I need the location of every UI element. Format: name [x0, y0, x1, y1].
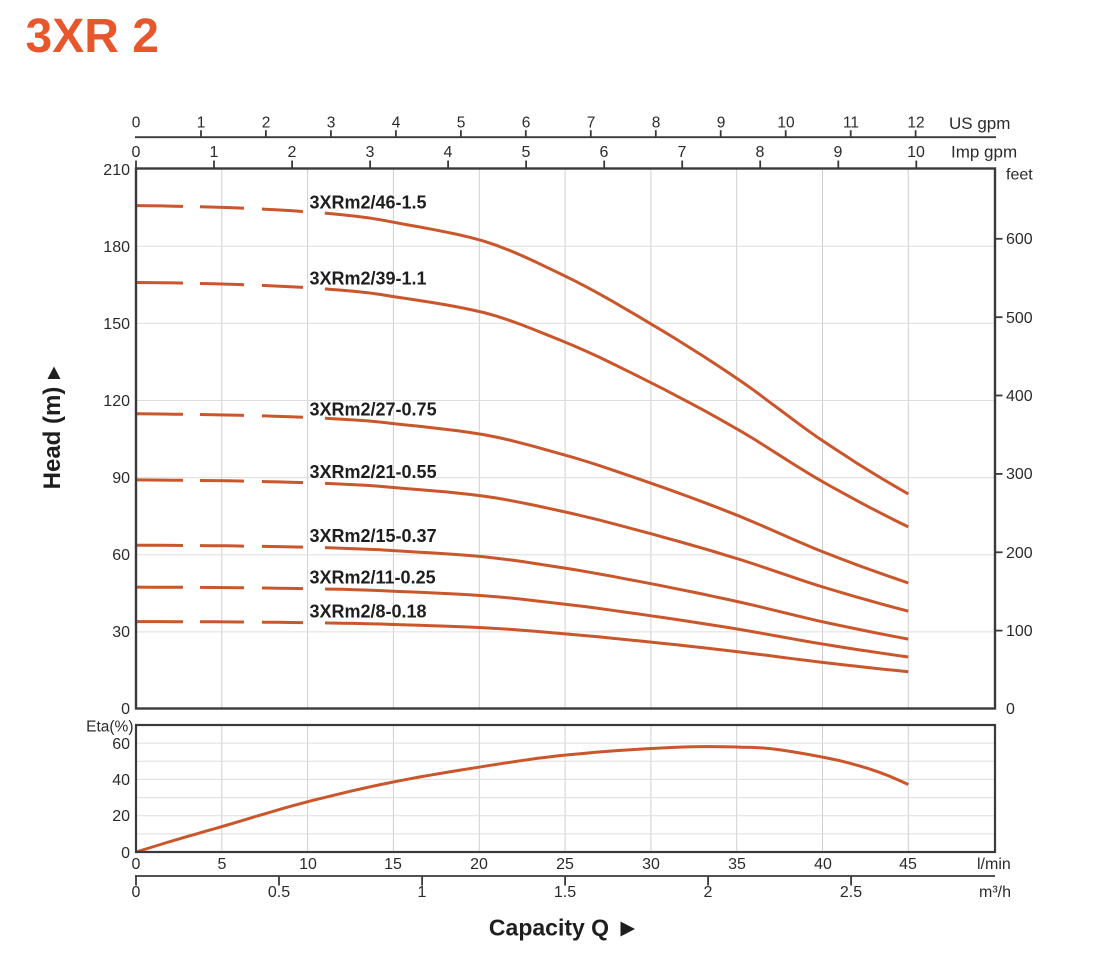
- svg-text:3XRm2/27-0.75: 3XRm2/27-0.75: [310, 400, 437, 420]
- svg-text:10: 10: [777, 115, 795, 132]
- svg-text:45: 45: [899, 856, 917, 873]
- svg-text:3XRm2/39-1.1: 3XRm2/39-1.1: [310, 269, 427, 289]
- svg-text:7: 7: [587, 115, 596, 132]
- svg-text:1: 1: [418, 884, 427, 901]
- svg-text:3XRm2/15-0.37: 3XRm2/15-0.37: [310, 526, 437, 546]
- svg-text:100: 100: [1006, 623, 1033, 640]
- svg-text:10: 10: [907, 144, 925, 161]
- svg-text:15: 15: [384, 856, 402, 873]
- svg-text:8: 8: [652, 115, 661, 132]
- svg-text:3: 3: [366, 144, 375, 161]
- svg-text:40: 40: [112, 772, 130, 789]
- svg-text:7: 7: [678, 144, 687, 161]
- svg-text:60: 60: [112, 736, 130, 753]
- svg-text:120: 120: [103, 393, 130, 410]
- svg-text:9: 9: [834, 144, 843, 161]
- svg-text:2: 2: [262, 115, 271, 132]
- svg-text:feet: feet: [1006, 167, 1033, 184]
- svg-text:4: 4: [392, 115, 401, 132]
- svg-text:60: 60: [112, 547, 130, 564]
- svg-text:20: 20: [112, 808, 130, 825]
- svg-text:30: 30: [642, 856, 660, 873]
- svg-text:210: 210: [103, 162, 130, 179]
- svg-text:20: 20: [470, 856, 488, 873]
- svg-text:3XRm2/8-0.18: 3XRm2/8-0.18: [310, 602, 427, 622]
- svg-text:1: 1: [197, 115, 206, 132]
- svg-text:3XRm2/46-1.5: 3XRm2/46-1.5: [310, 193, 427, 213]
- svg-text:0: 0: [132, 884, 141, 901]
- svg-text:200: 200: [1006, 545, 1033, 562]
- svg-text:Imp gpm: Imp gpm: [951, 143, 1017, 162]
- svg-text:150: 150: [103, 316, 130, 333]
- svg-text:12: 12: [907, 115, 924, 132]
- svg-text:3: 3: [327, 115, 336, 132]
- svg-text:0: 0: [132, 144, 141, 161]
- svg-text:0.5: 0.5: [268, 884, 290, 901]
- svg-text:1.5: 1.5: [554, 884, 576, 901]
- svg-text:35: 35: [728, 856, 746, 873]
- svg-text:5: 5: [522, 144, 531, 161]
- svg-text:40: 40: [814, 856, 832, 873]
- svg-text:0: 0: [121, 701, 130, 718]
- svg-text:2: 2: [704, 884, 713, 901]
- svg-text:5: 5: [457, 115, 466, 132]
- svg-text:3XRm2/21-0.55: 3XRm2/21-0.55: [310, 462, 437, 482]
- svg-text:600: 600: [1006, 231, 1033, 248]
- svg-text:Eta(%): Eta(%): [86, 719, 133, 736]
- svg-text:3XRm2/11-0.25: 3XRm2/11-0.25: [310, 568, 436, 588]
- svg-text:6: 6: [600, 144, 609, 161]
- svg-text:10: 10: [299, 856, 317, 873]
- svg-text:2: 2: [288, 144, 297, 161]
- svg-text:25: 25: [556, 856, 574, 873]
- svg-text:Head (m): Head (m): [39, 387, 66, 490]
- svg-text:180: 180: [103, 239, 130, 256]
- svg-text:0: 0: [121, 845, 130, 862]
- svg-text:0: 0: [132, 115, 141, 132]
- svg-text:m³/h: m³/h: [979, 884, 1011, 901]
- svg-text:400: 400: [1006, 388, 1033, 405]
- svg-text:0: 0: [1006, 701, 1015, 718]
- svg-text:9: 9: [717, 115, 726, 132]
- svg-text:500: 500: [1006, 310, 1033, 327]
- svg-text:2.5: 2.5: [840, 884, 862, 901]
- svg-text:l/min: l/min: [977, 856, 1011, 873]
- svg-text:6: 6: [522, 115, 531, 132]
- svg-text:11: 11: [843, 115, 859, 132]
- svg-text:4: 4: [444, 144, 453, 161]
- svg-text:5: 5: [218, 856, 227, 873]
- svg-text:3XR 2: 3XR 2: [26, 10, 159, 63]
- svg-text:300: 300: [1006, 466, 1033, 483]
- svg-text:Capacity Q: Capacity Q: [489, 915, 609, 941]
- svg-text:30: 30: [112, 624, 130, 641]
- svg-text:US gpm: US gpm: [949, 114, 1010, 133]
- svg-text:90: 90: [112, 470, 130, 487]
- svg-text:8: 8: [756, 144, 765, 161]
- svg-text:0: 0: [132, 856, 141, 873]
- svg-text:1: 1: [210, 144, 219, 161]
